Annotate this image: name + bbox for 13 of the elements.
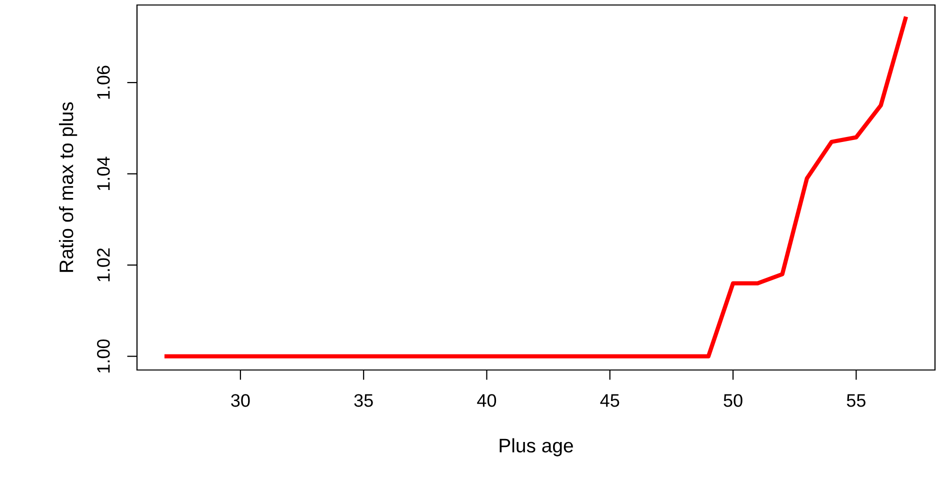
x-tick-label: 40	[477, 394, 496, 407]
line-series	[164, 16, 908, 358]
x-axis-title: Plus age	[500, 438, 573, 456]
y-tick-label: 1.04	[97, 156, 110, 190]
x-tick-label: 30	[231, 394, 250, 407]
x-tick-label: 35	[354, 394, 373, 407]
y-tick-label: 1.06	[97, 66, 110, 99]
y-axis-title: Ratio of max to plus	[58, 102, 78, 272]
x-tick-label: 45	[600, 394, 620, 407]
x-tick-label: 50	[724, 394, 742, 407]
y-tick-label: 1.02	[97, 248, 110, 282]
y-tick-label: 1.00	[97, 339, 110, 373]
x-tick-label: 55	[846, 394, 866, 407]
